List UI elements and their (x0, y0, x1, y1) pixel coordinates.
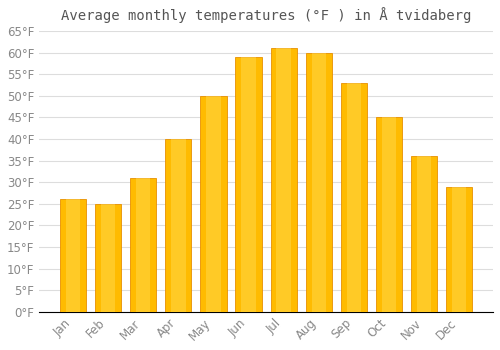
Bar (446, 187, 472, 312)
Title: Average monthly temperatures (°F ) in Å tvidaberg: Average monthly temperatures (°F ) in Å … (61, 7, 472, 23)
Bar (376, 117, 402, 312)
Bar (101, 204, 116, 312)
Bar (312, 52, 326, 312)
Bar (346, 83, 361, 312)
Bar (171, 139, 186, 312)
Bar (206, 96, 220, 312)
Bar (242, 57, 256, 312)
Bar (130, 178, 156, 312)
Bar (200, 96, 226, 312)
Bar (60, 199, 86, 312)
Bar (452, 187, 466, 312)
Bar (411, 156, 438, 312)
Bar (95, 204, 122, 312)
Bar (66, 199, 80, 312)
Bar (417, 156, 432, 312)
Bar (236, 57, 262, 312)
Bar (270, 48, 297, 312)
Bar (306, 52, 332, 312)
Bar (382, 117, 396, 312)
Bar (276, 48, 291, 312)
Bar (165, 139, 192, 312)
Bar (340, 83, 367, 312)
Bar (136, 178, 150, 312)
